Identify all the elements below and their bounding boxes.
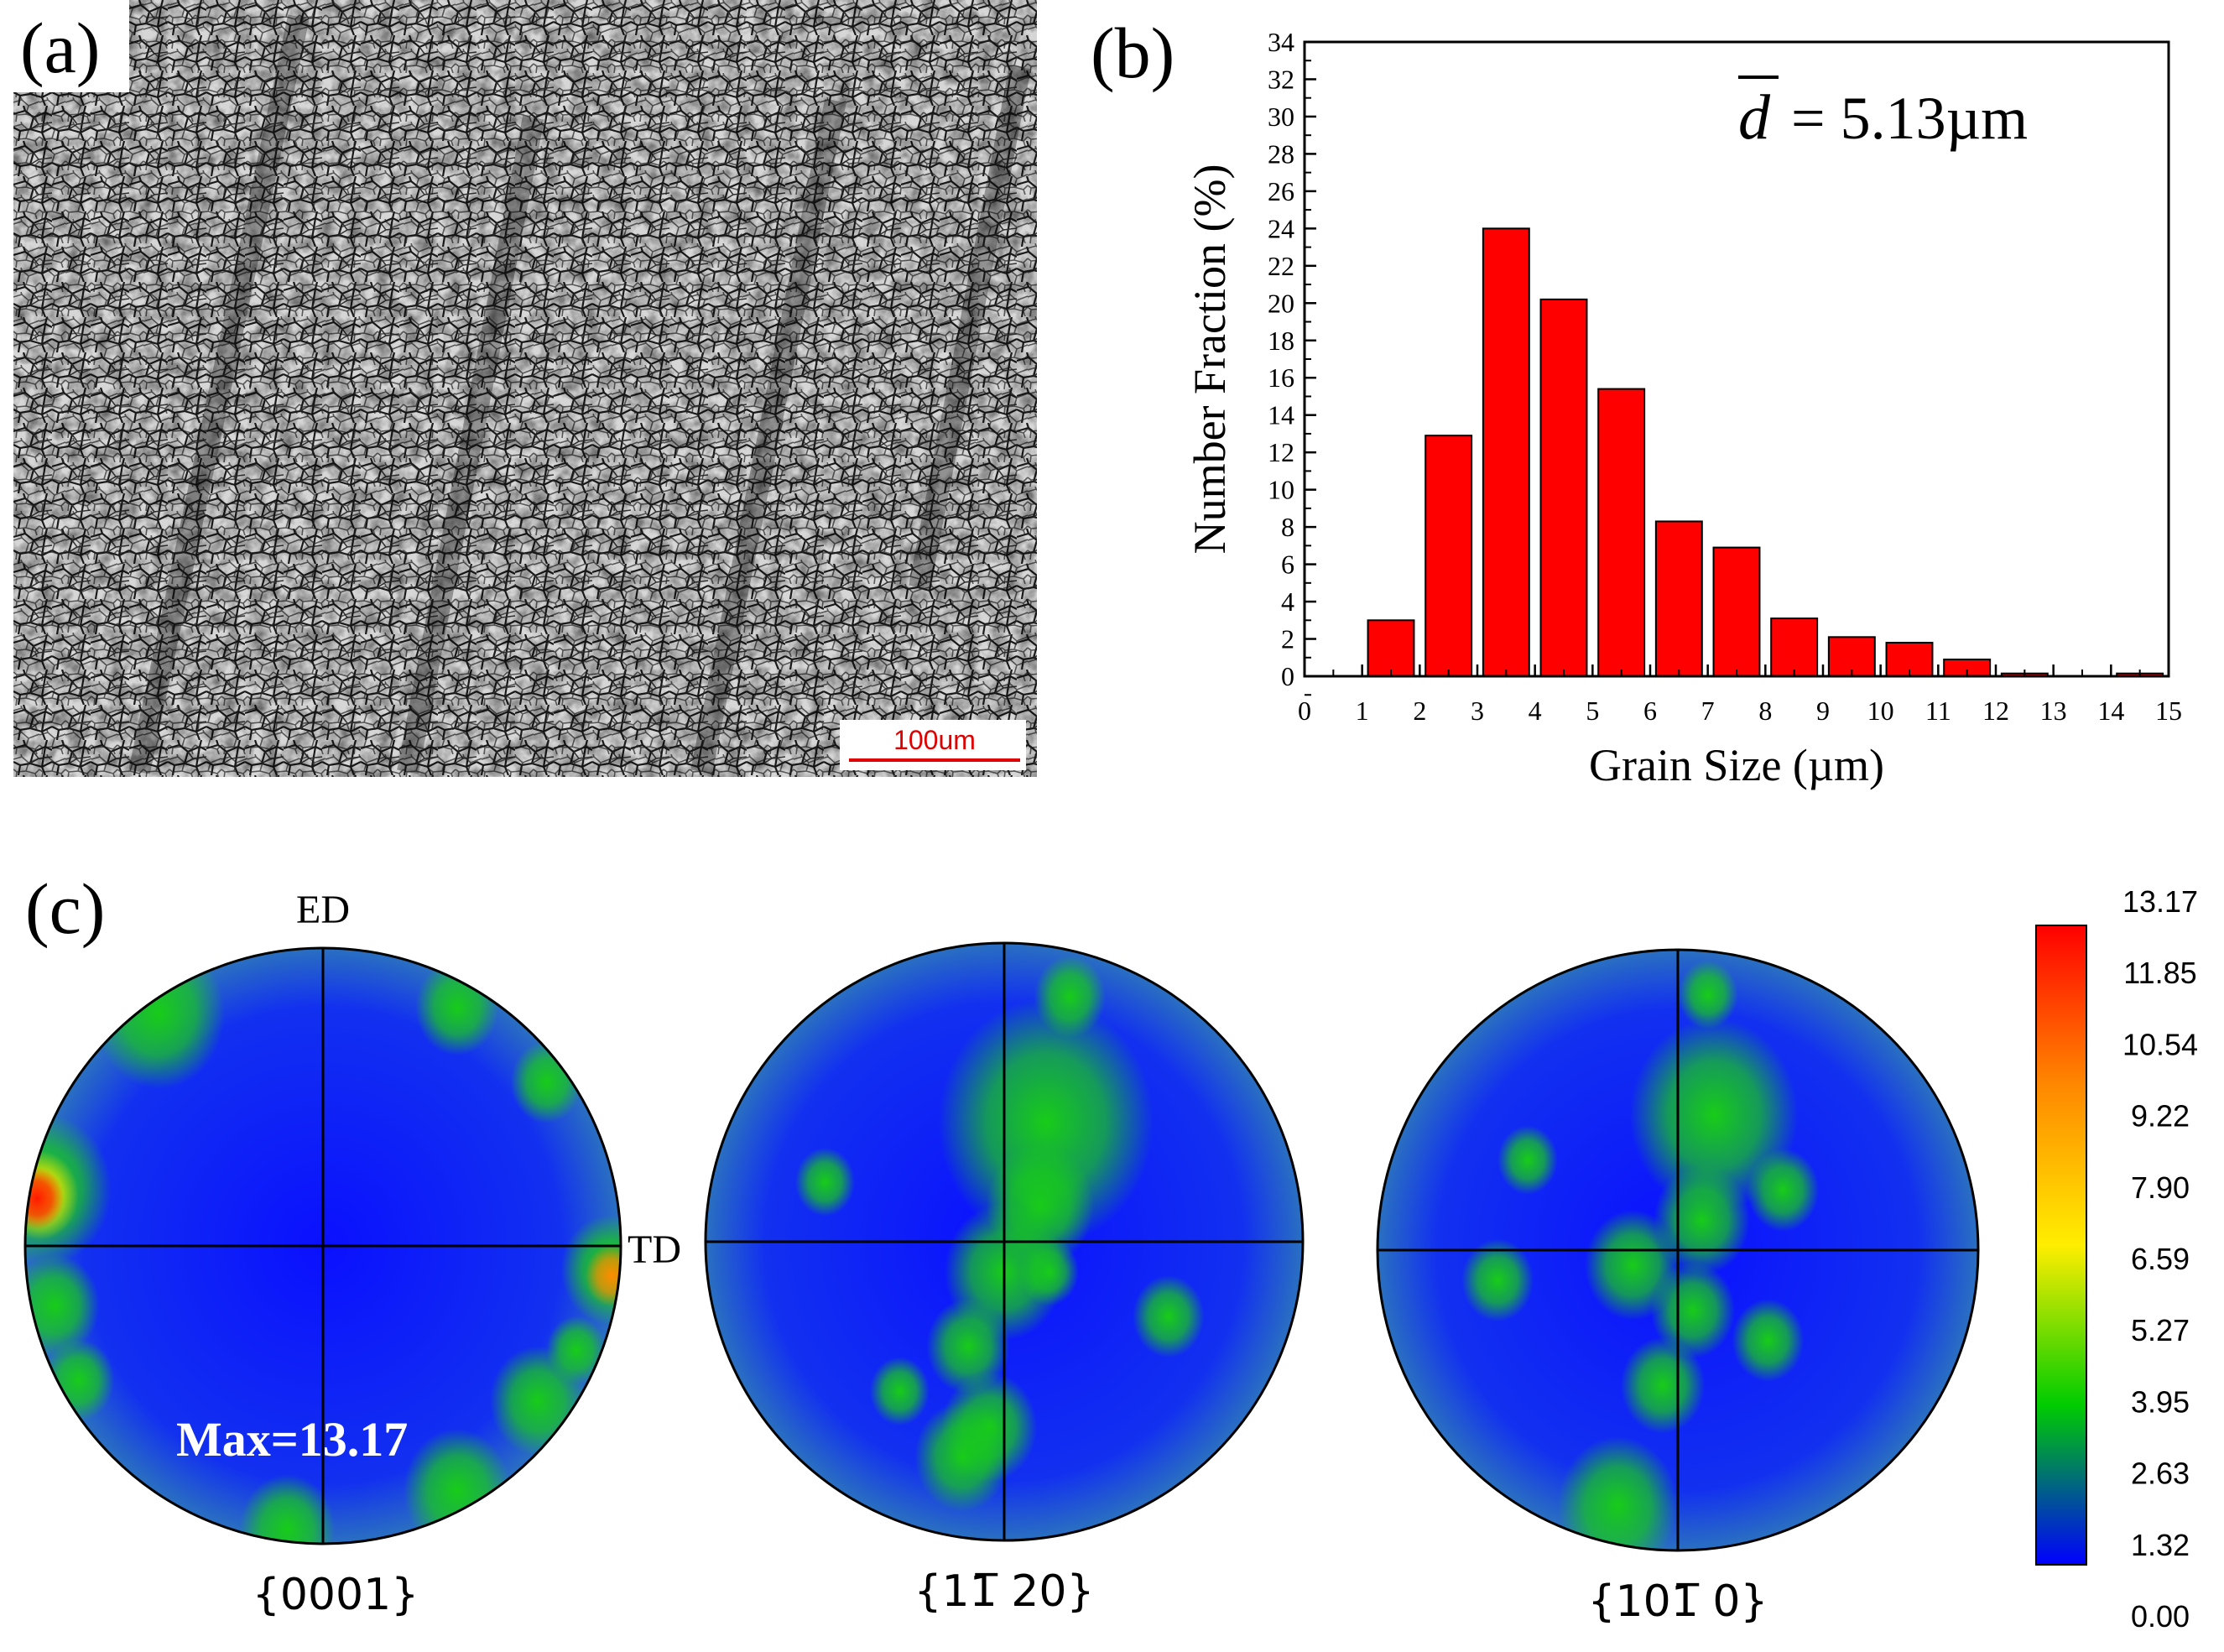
histogram-bar [1539, 298, 1588, 677]
y-tick-label: 22 [1268, 251, 1294, 281]
intensity-peak [1034, 955, 1107, 1039]
x-tick-label: 5 [1586, 696, 1599, 726]
colorbar-tick-label: 2.63 [2131, 1457, 2190, 1491]
intensity-peak [93, 948, 225, 1089]
histogram-panel: (b) 0 2 4 6 8 10 12 14 16 18 20 22 24 26 28 30 32 34 0 1 2 3 4… [1091, 17, 2224, 805]
intensity-peak [1133, 1274, 1205, 1358]
x-tick-label: 4 [1529, 696, 1542, 726]
ed-axis-label: ED [296, 888, 350, 932]
x-tick-label: 13 [2040, 696, 2067, 726]
y-axis-label: Number Fraction (%) [1185, 164, 1235, 555]
colorbar-tick-label: 9.22 [2131, 1099, 2190, 1133]
x-tick-label: 1 [1356, 696, 1369, 726]
y-tick-label: 16 [1268, 362, 1294, 393]
colorbar-tick-label: 0.00 [2131, 1599, 2190, 1634]
y-tick-label: 32 [1268, 64, 1294, 94]
x-tick-label: 3 [1471, 696, 1484, 726]
y-tick-label: 34 [1268, 27, 1294, 57]
x-tick-label: 11 [1925, 696, 1951, 726]
y-tick-label: 4 [1281, 586, 1294, 617]
pole-figure-outline [23, 946, 622, 1545]
panel-label-b: (b) [1091, 13, 1175, 93]
y-tick-label: 10 [1268, 475, 1294, 505]
histogram-bar [1425, 435, 1473, 677]
x-tick-label: 0 [1298, 696, 1311, 726]
panel-label-c: (c) [25, 868, 106, 949]
intensity-peak [1018, 1237, 1079, 1306]
colorbar-tick-label: 3.95 [2131, 1384, 2190, 1419]
pole-figure-outline [704, 941, 1305, 1542]
pole-figure-outline [1376, 948, 1980, 1552]
y-tick-label: 0 [1281, 661, 1294, 691]
x-tick-label: 2 [1413, 696, 1426, 726]
td-axis-label: TD [628, 1227, 681, 1272]
pole-figure-label: {0001} [253, 1570, 419, 1620]
scale-bar-label: 100um [893, 725, 976, 755]
pole-figure-panel: (c) {0001} {11̅ 20} {101̅ 0} ED TD Max=13.17 1… [0, 839, 2224, 1648]
x-tick-label: 14 [2097, 696, 2124, 726]
colorbar [2035, 925, 2087, 1566]
y-tick-label: 8 [1281, 512, 1294, 542]
intensity-peak [1497, 1125, 1558, 1195]
intensity-peak [43, 1338, 115, 1421]
colorbar-tick-label: 11.85 [2123, 956, 2196, 990]
pole-figures: {0001} {11̅ 20} {101̅ 0} ED TD Max=13.17 13.17… [23, 884, 2198, 1634]
x-tick-label: 15 [2155, 696, 2182, 726]
micrograph-image [13, 0, 1037, 777]
intensity-peak [25, 1167, 65, 1229]
max-intensity-label: Max=13.17 [176, 1412, 408, 1467]
colorbar-tick-label: 10.54 [2122, 1027, 2198, 1061]
intensity-peak [914, 1401, 1011, 1512]
y-tick-label: 20 [1268, 288, 1294, 318]
mean-grain-size-annotation: = 5.13µm [1791, 85, 2028, 152]
intensity-peak [869, 1357, 930, 1425]
intensity-peak [585, 1244, 621, 1307]
panel-label-a: (a) [20, 8, 101, 88]
histogram-bar [1712, 546, 1761, 677]
histogram-bar [1367, 619, 1415, 678]
y-tick-label: 30 [1268, 102, 1294, 132]
y-tick-label: 6 [1281, 550, 1294, 580]
x-tick-label: 12 [1982, 696, 2009, 726]
histogram-bar [1482, 227, 1530, 677]
intensity-peak [1650, 1261, 1736, 1359]
intensity-peak [1732, 1298, 1805, 1382]
colorbar-tick-label: 5.27 [2131, 1313, 2190, 1347]
intensity-peak [239, 1473, 336, 1544]
intensity-peak [415, 959, 499, 1056]
intensity-peak [926, 1298, 1011, 1394]
y-tick-label: 2 [1281, 624, 1294, 654]
y-tick-label: 12 [1268, 437, 1294, 467]
x-tick-label: 10 [1867, 696, 1894, 726]
histogram-bar [1597, 388, 1646, 677]
intensity-peak [1461, 1238, 1534, 1322]
histogram-bar [1654, 520, 1703, 678]
y-tick-label: 18 [1268, 326, 1294, 356]
intensity-peak [1557, 1436, 1679, 1550]
histogram-bar [1770, 618, 1819, 678]
intensity-peak [794, 1147, 856, 1217]
y-tick-label: 28 [1268, 138, 1294, 169]
colorbar-tick-label: 1.32 [2131, 1528, 2190, 1562]
intensity-peak [1620, 1337, 1706, 1434]
colorbar-tick-label: 6.59 [2131, 1242, 2190, 1276]
pole-figure-label: {101̅ 0} [1587, 1576, 1768, 1627]
micrograph-panel: (a) 100um [13, 0, 1037, 777]
pole-figure-label: {11̅ 20} [914, 1566, 1094, 1617]
y-tick-label: 24 [1268, 213, 1294, 243]
y-tick-label: 26 [1268, 176, 1294, 206]
intensity-peak [546, 1316, 607, 1385]
colorbar-tick-label: 7.90 [2131, 1170, 2190, 1205]
intensity-peak [1678, 960, 1738, 1029]
x-tick-label: 7 [1701, 696, 1715, 726]
y-tick-label: 14 [1268, 400, 1294, 430]
x-axis-label: Grain Size (µm) [1589, 740, 1884, 790]
x-tick-label: 8 [1758, 696, 1772, 726]
x-tick-label: 6 [1643, 696, 1657, 726]
intensity-peak [1747, 1148, 1820, 1232]
mean-symbol: d [1738, 82, 1771, 153]
colorbar-tick-label: 13.17 [2122, 884, 2198, 919]
x-tick-label: 9 [1816, 696, 1830, 726]
